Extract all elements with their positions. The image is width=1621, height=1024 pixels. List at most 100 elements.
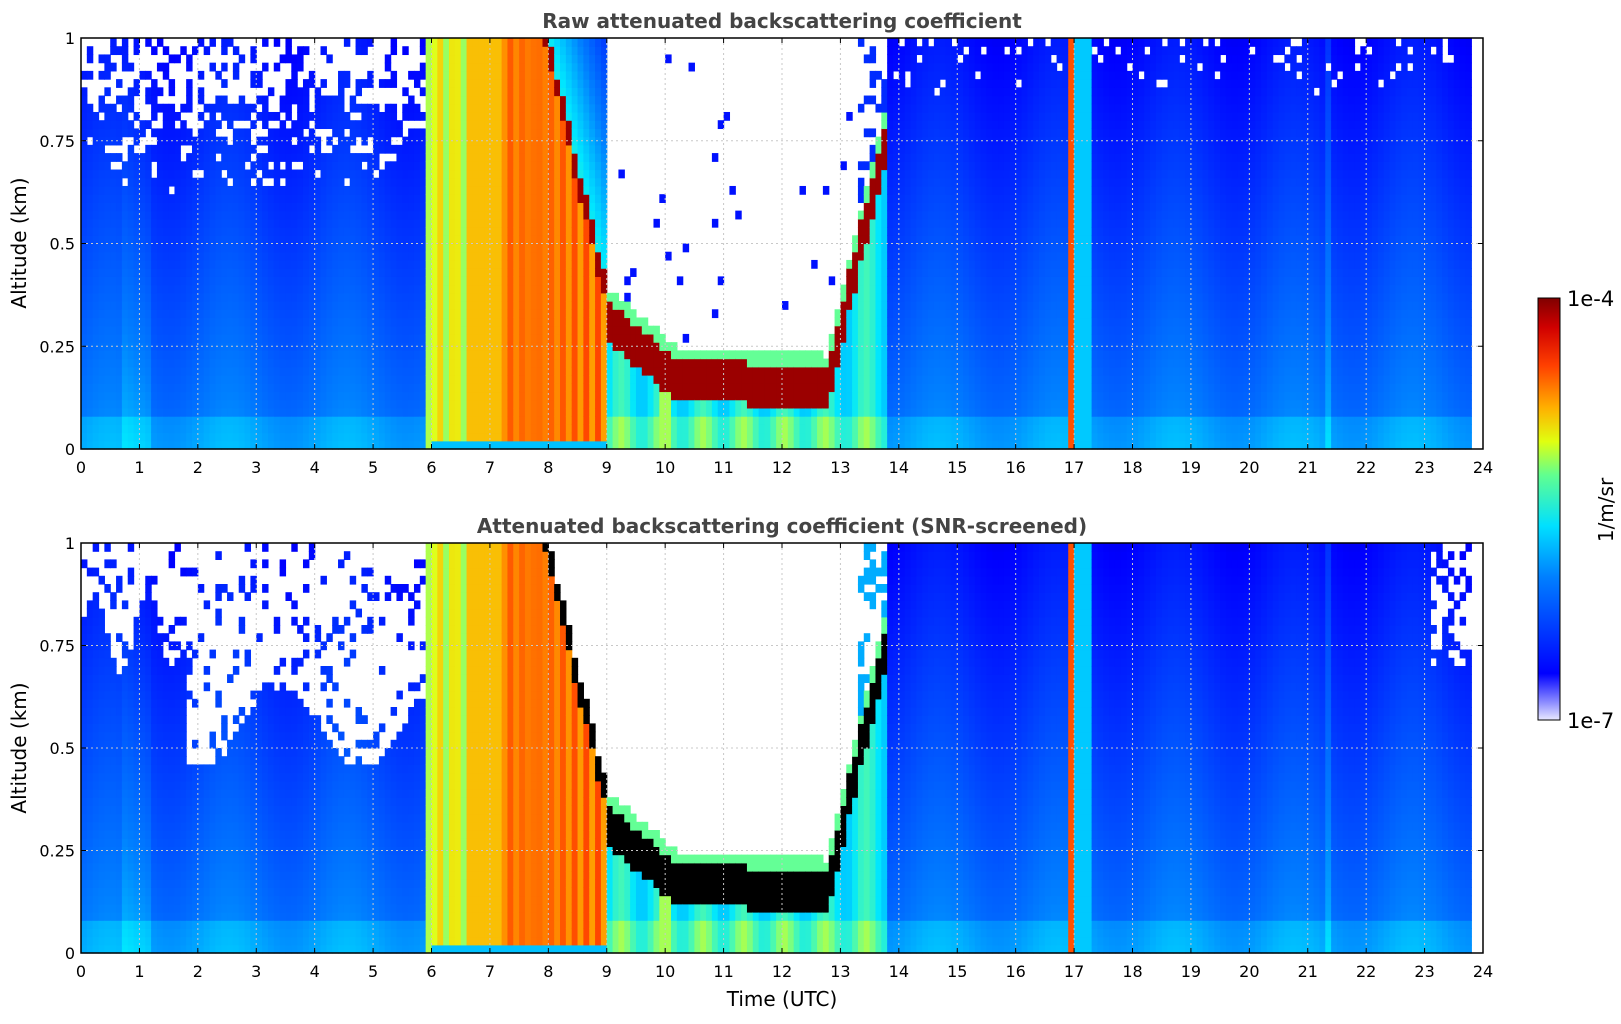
heatmap-cell xyxy=(238,210,246,220)
heatmap-cell xyxy=(513,268,520,277)
heatmap-cell xyxy=(676,366,684,376)
heatmap-cell xyxy=(127,210,135,220)
heatmap-cell xyxy=(863,325,871,335)
heatmap-cell xyxy=(466,218,473,228)
heatmap-cell xyxy=(875,161,882,171)
heatmap-cell xyxy=(326,185,333,195)
heatmap-cell xyxy=(484,70,491,80)
heatmap-cell xyxy=(881,276,888,286)
heatmap-cell xyxy=(121,383,129,393)
heatmap-cell xyxy=(489,358,497,368)
heatmap-cell xyxy=(606,292,614,302)
heatmap-cell xyxy=(221,366,228,376)
heatmap-cell xyxy=(168,317,176,327)
heatmap-cell xyxy=(431,46,438,56)
heatmap-cell xyxy=(863,268,871,277)
heatmap-cell xyxy=(349,103,357,113)
heatmap-cell xyxy=(443,144,450,154)
heatmap-cell xyxy=(390,120,398,130)
heatmap-cell xyxy=(373,301,380,310)
heatmap-cell xyxy=(519,218,526,228)
heatmap-cell xyxy=(425,103,433,113)
heatmap-cell xyxy=(513,309,520,319)
heatmap-cell xyxy=(589,194,596,203)
heatmap-cell xyxy=(191,424,199,434)
heatmap-cell xyxy=(565,276,573,286)
heatmap-cell xyxy=(267,301,275,310)
heatmap-cell xyxy=(343,416,351,425)
heatmap-cell xyxy=(443,54,450,64)
heatmap-cell xyxy=(834,317,842,327)
heatmap-cell xyxy=(297,424,304,434)
heatmap-cell xyxy=(256,399,263,409)
heatmap-cell xyxy=(262,292,269,302)
heatmap-cell xyxy=(273,268,281,277)
heatmap-cell xyxy=(443,235,450,245)
heatmap-cell xyxy=(121,218,129,228)
heatmap-cell xyxy=(799,383,806,393)
heatmap-cell xyxy=(513,111,520,121)
heatmap-cell xyxy=(338,251,345,261)
heatmap-cell xyxy=(875,103,882,113)
heatmap-cell xyxy=(817,366,824,376)
heatmap-cell xyxy=(81,440,88,450)
heatmap-cell xyxy=(110,169,117,179)
heatmap-cell xyxy=(530,432,538,442)
heatmap-cell xyxy=(116,416,123,425)
heatmap-cell xyxy=(892,194,900,203)
heatmap-cell xyxy=(560,54,567,64)
heatmap-cell xyxy=(542,210,549,220)
heatmap-cell xyxy=(250,161,257,171)
heatmap-cell xyxy=(86,292,94,302)
heatmap-cell xyxy=(413,276,421,286)
heatmap-cell xyxy=(314,284,322,294)
heatmap-cell xyxy=(285,227,292,236)
heatmap-cell xyxy=(519,416,526,425)
heatmap-cell xyxy=(285,103,292,113)
heatmap-cell xyxy=(355,87,362,97)
heatmap-cell xyxy=(191,375,199,384)
heatmap-cell xyxy=(618,333,625,343)
heatmap-cell xyxy=(361,358,368,368)
heatmap-cell xyxy=(852,268,859,277)
heatmap-cell xyxy=(805,358,812,368)
heatmap-cell xyxy=(273,407,281,417)
heatmap-cell xyxy=(291,416,298,425)
heatmap-cell xyxy=(752,391,760,401)
heatmap-cell xyxy=(478,62,485,72)
heatmap-cell xyxy=(168,416,176,425)
heatmap-cell xyxy=(168,103,176,113)
heatmap-cell xyxy=(565,169,573,179)
heatmap-cell xyxy=(338,424,345,434)
heatmap-cell xyxy=(560,194,567,203)
heatmap-cell xyxy=(472,358,479,368)
heatmap-cell xyxy=(186,407,193,417)
heatmap-cell xyxy=(174,416,181,425)
heatmap-cell xyxy=(723,424,731,434)
heatmap-cell xyxy=(338,358,345,368)
heatmap-cell xyxy=(437,350,444,360)
heatmap-cell xyxy=(822,432,830,442)
heatmap-cell xyxy=(98,424,105,434)
heatmap-cell xyxy=(262,317,269,327)
heatmap-cell xyxy=(630,358,637,368)
heatmap-cell xyxy=(162,161,170,171)
heatmap-cell xyxy=(302,243,310,253)
heatmap-cell xyxy=(524,325,532,335)
heatmap-cell xyxy=(641,366,649,376)
heatmap-cell xyxy=(431,276,438,286)
heatmap-cell xyxy=(215,333,222,343)
heatmap-cell xyxy=(297,144,304,154)
heatmap-cell xyxy=(647,424,655,434)
heatmap-cell xyxy=(437,46,444,56)
heatmap-cell xyxy=(577,87,584,97)
heatmap-cell xyxy=(408,169,415,179)
heatmap-cell xyxy=(343,144,351,154)
heatmap-cell xyxy=(635,399,643,409)
heatmap-cell xyxy=(840,161,847,171)
heatmap-cell xyxy=(595,177,602,187)
heatmap-cell xyxy=(297,292,304,302)
heatmap-cell xyxy=(320,358,327,368)
heatmap-cell xyxy=(782,440,789,450)
heatmap-cell xyxy=(419,325,427,335)
